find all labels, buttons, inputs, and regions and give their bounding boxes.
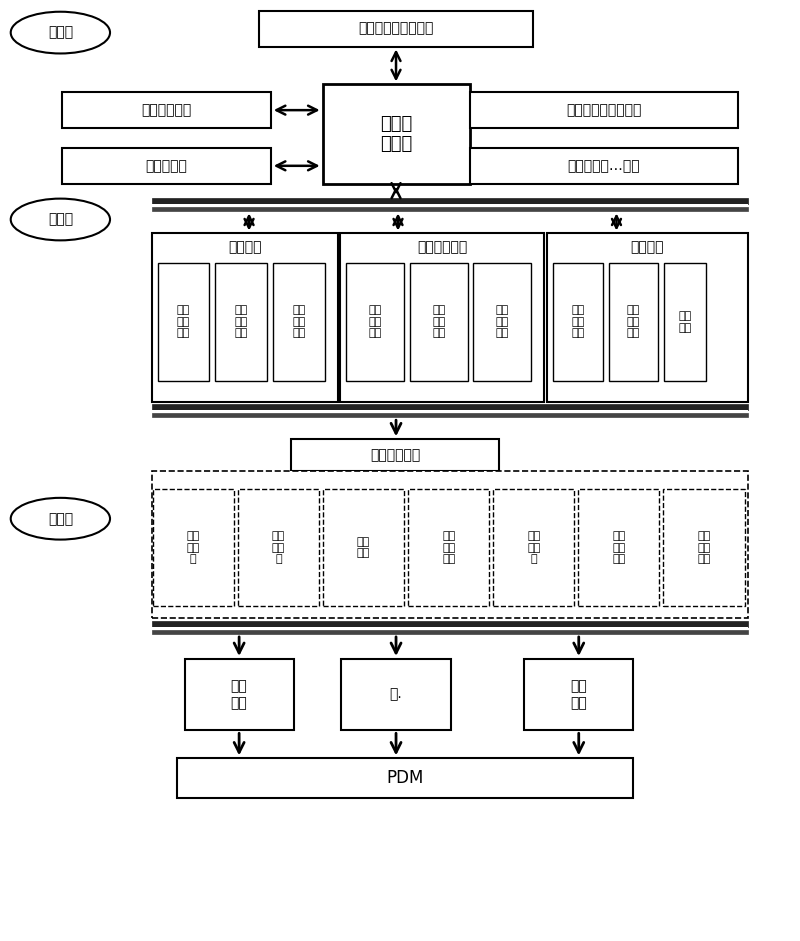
Bar	[153, 489, 234, 606]
Bar	[158, 263, 210, 380]
Bar	[341, 233, 544, 403]
Bar	[408, 489, 490, 606]
Bar	[342, 659, 450, 730]
Bar	[152, 207, 747, 211]
Text: 动态
干涉
检测: 动态 干涉 检测	[626, 305, 640, 339]
Text: 虚拟
场景
管理: 虚拟 场景 管理	[234, 305, 248, 339]
Text: 设计
更改: 设计 更改	[230, 679, 247, 710]
Text: 装配
顺序
树: 装配 顺序 树	[272, 531, 285, 565]
Text: 干涉检测: 干涉检测	[630, 240, 664, 254]
Text: 虚拟
场景
应用: 虚拟 场景 应用	[292, 305, 306, 339]
Text: 虚拟环境: 虚拟环境	[228, 240, 262, 254]
Ellipse shape	[10, 199, 110, 240]
Text: 装配约束关系: 装配约束关系	[417, 240, 467, 254]
Text: 静态
干涉
检测: 静态 干涉 检测	[571, 305, 584, 339]
Text: 质量
安全
措施: 质量 安全 措施	[612, 531, 626, 565]
Bar	[323, 489, 404, 606]
Text: 星上产品的实体模型: 星上产品的实体模型	[358, 22, 434, 36]
Text: 工序
配套
信息: 工序 配套 信息	[698, 531, 710, 565]
Bar	[152, 410, 747, 413]
Text: 现场
示教: 现场 示教	[570, 679, 587, 710]
Text: 本系统
主模型: 本系统 主模型	[380, 115, 412, 153]
Text: PDM: PDM	[386, 769, 424, 788]
Bar	[177, 758, 634, 798]
Bar	[547, 233, 747, 403]
Text: 装配
路径
筛选: 装配 路径 筛选	[369, 305, 382, 339]
Bar	[152, 471, 747, 618]
Bar	[553, 263, 602, 380]
Text: 工装
工具
应用: 工装 工具 应用	[496, 305, 509, 339]
Text: 模型库管理: 模型库管理	[146, 159, 187, 173]
Bar	[152, 198, 747, 203]
Text: 工装实体模型: 工装实体模型	[142, 104, 192, 117]
Text: 应用层: 应用层	[48, 512, 73, 526]
Bar	[152, 627, 747, 630]
Bar	[470, 148, 738, 183]
Bar	[494, 489, 574, 606]
Bar	[524, 659, 634, 730]
Bar	[185, 659, 294, 730]
Bar	[152, 621, 747, 627]
Ellipse shape	[10, 11, 110, 54]
Bar	[152, 233, 338, 403]
Bar	[290, 439, 499, 471]
Bar	[346, 263, 404, 380]
Bar	[273, 263, 325, 380]
Text: 干涉
报警: 干涉 报警	[678, 311, 692, 333]
Text: 虚拟
场景
规划: 虚拟 场景 规划	[177, 305, 190, 339]
Bar	[664, 263, 706, 380]
Bar	[62, 92, 271, 128]
Bar	[215, 263, 267, 380]
Bar	[238, 489, 319, 606]
Bar	[578, 489, 659, 606]
Text: 装配过程仿真: 装配过程仿真	[370, 448, 420, 462]
Bar	[62, 148, 271, 183]
Text: 工序
目录: 工序 目录	[357, 536, 370, 558]
Bar	[152, 413, 747, 417]
Text: 模型族信息…致性: 模型族信息…致性	[567, 159, 640, 173]
Text: 可视
化工
艺: 可视 化工 艺	[527, 531, 541, 565]
Text: 工具标准件实体模型: 工具标准件实体模型	[566, 104, 642, 117]
Text: 装配
过程
记录: 装配 过程 记录	[432, 305, 446, 339]
Bar	[259, 10, 533, 46]
Text: 支撑层: 支撑层	[48, 25, 73, 40]
Bar	[152, 203, 747, 207]
Text: 服务层: 服务层	[48, 213, 73, 227]
Bar	[152, 405, 747, 410]
Bar	[410, 263, 467, 380]
Ellipse shape	[10, 498, 110, 539]
Bar	[470, 92, 738, 128]
Bar	[152, 630, 747, 634]
Text: 装配
路径
规划: 装配 路径 规划	[442, 531, 455, 565]
Bar	[663, 489, 745, 606]
Bar	[474, 263, 531, 380]
Text: 产品
结构
树: 产品 结构 树	[186, 531, 200, 565]
Text: 工.: 工.	[390, 688, 402, 702]
Bar	[609, 263, 658, 380]
Bar	[322, 85, 470, 183]
